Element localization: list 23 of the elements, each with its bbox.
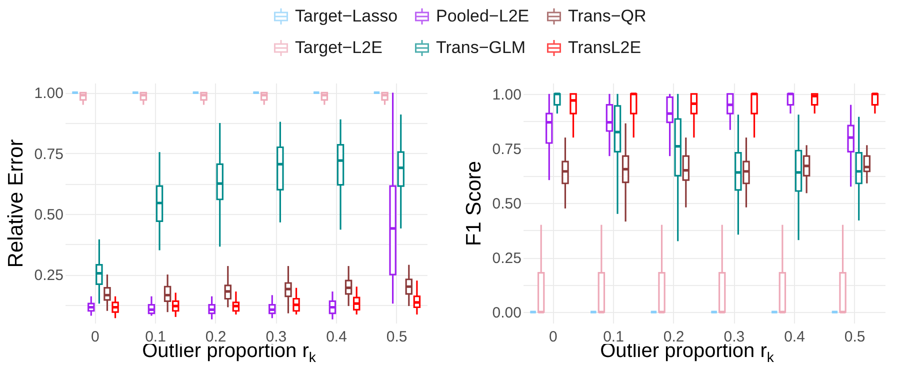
legend-label: Target−Lasso — [294, 6, 398, 26]
y-tick-label: 1.00 — [492, 86, 522, 104]
y-tick-label: 0.50 — [492, 196, 522, 212]
x-tick-label: 0 — [548, 328, 558, 346]
y-axis-title: F1 Score — [462, 160, 486, 246]
y-tick-label: 0.75 — [34, 146, 64, 163]
x-tick-label: 0 — [90, 328, 100, 346]
y-tick-label: 0.25 — [34, 267, 64, 284]
y-axis-title: Relative Error — [4, 139, 28, 268]
legend-label: Trans−GLM — [436, 38, 526, 57]
legend-label: Pooled−L2E — [436, 6, 529, 26]
y-tick-label: 0.50 — [34, 206, 64, 224]
x-tick-label: 0.5 — [844, 328, 866, 346]
legend-label: TransL2E — [568, 38, 641, 57]
y-tick-label: 0.00 — [492, 304, 522, 322]
legend-label: Target−L2E — [294, 38, 382, 57]
x-tick-label: 0.5 — [386, 328, 408, 346]
y-tick-label: 1.00 — [34, 85, 64, 102]
y-tick-label: 0.25 — [492, 250, 522, 268]
legend-label: Trans−QR — [568, 6, 646, 26]
x-tick-label: 0.4 — [784, 328, 805, 346]
y-tick-label: 0.75 — [492, 140, 522, 158]
x-tick-label: 0.4 — [326, 328, 347, 346]
